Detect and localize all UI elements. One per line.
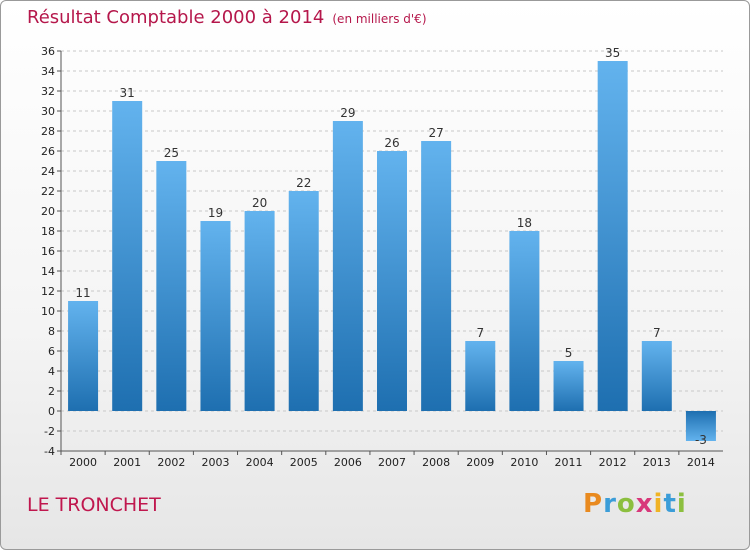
- proxiti-logo: Proxiti: [583, 489, 687, 519]
- data-label-2000: 11: [75, 286, 90, 300]
- y-tick-label: 32: [41, 85, 55, 98]
- x-tick-label: 2001: [113, 456, 141, 469]
- bar-2011: [553, 361, 584, 411]
- bar-2004: [244, 211, 275, 411]
- bar-2014: [685, 411, 716, 441]
- bars: [68, 61, 716, 441]
- x-tick-label: 2006: [334, 456, 362, 469]
- y-tick-label: 0: [48, 405, 55, 418]
- y-tick-label: 20: [41, 205, 55, 218]
- x-tick-label: 2004: [246, 456, 274, 469]
- chart-title: Résultat Comptable 2000 à 2014: [27, 7, 325, 28]
- y-tick-label: 34: [41, 65, 55, 78]
- bar-2005: [288, 191, 319, 411]
- bar-2010: [509, 231, 540, 411]
- axes: -4-2024681012141618202224262830323436200…: [41, 45, 723, 469]
- x-tick-label: 2012: [599, 456, 627, 469]
- data-label-2009: 7: [476, 326, 484, 340]
- data-label-2007: 26: [384, 136, 399, 150]
- bar-2000: [68, 301, 99, 411]
- bar-2009: [465, 341, 496, 411]
- y-tick-label: 24: [41, 165, 55, 178]
- bar-2001: [112, 101, 143, 411]
- y-tick-label: 18: [41, 225, 55, 238]
- y-tick-label: 36: [41, 45, 55, 58]
- data-label-2012: 35: [605, 46, 620, 60]
- x-tick-label: 2007: [378, 456, 406, 469]
- y-tick-label: 26: [41, 145, 55, 158]
- data-label-2001: 31: [120, 86, 135, 100]
- data-label-2004: 20: [252, 196, 267, 210]
- x-tick-label: 2013: [643, 456, 671, 469]
- data-label-2013: 7: [653, 326, 661, 340]
- data-label-2008: 27: [428, 126, 443, 140]
- y-tick-label: 2: [48, 385, 55, 398]
- y-tick-label: 16: [41, 245, 55, 258]
- x-tick-label: 2010: [510, 456, 538, 469]
- y-tick-label: 14: [41, 265, 55, 278]
- data-label-2005: 22: [296, 176, 311, 190]
- bar-2012: [597, 61, 628, 411]
- y-tick-label: 6: [48, 345, 55, 358]
- bar-2002: [156, 161, 187, 411]
- x-tick-label: 2005: [290, 456, 318, 469]
- data-label-2002: 25: [164, 146, 179, 160]
- y-tick-label: 30: [41, 105, 55, 118]
- bar-2006: [332, 121, 363, 411]
- x-tick-label: 2008: [422, 456, 450, 469]
- data-label-2003: 19: [208, 206, 223, 220]
- y-tick-label: 10: [41, 305, 55, 318]
- bar-2003: [200, 221, 231, 411]
- data-labels: 11 31 25 19 20 22 29 26 27 7 18 5 35 7 -3: [75, 46, 706, 447]
- bar-2013: [641, 341, 672, 411]
- chart-unit-note: (en milliers d'€): [332, 12, 427, 26]
- commune-name: LE TRONCHET: [27, 494, 161, 516]
- y-tick-label: -2: [44, 425, 55, 438]
- bar-2007: [377, 151, 407, 411]
- y-tick-label: 8: [48, 325, 55, 338]
- bar-2008: [421, 141, 452, 411]
- data-label-2006: 29: [340, 106, 355, 120]
- y-tick-label: 12: [41, 285, 55, 298]
- x-tick-label: 2002: [157, 456, 185, 469]
- x-tick-label: 2003: [201, 456, 229, 469]
- x-tick-label: 2011: [555, 456, 583, 469]
- x-tick-label: 2014: [687, 456, 715, 469]
- data-label-2014: -3: [695, 433, 707, 447]
- x-tick-label: 2009: [466, 456, 494, 469]
- y-tick-label: 22: [41, 185, 55, 198]
- data-label-2011: 5: [565, 346, 573, 360]
- y-tick-label: 4: [48, 365, 55, 378]
- y-tick-label: -4: [44, 445, 55, 458]
- x-tick-label: 2000: [69, 456, 97, 469]
- chart-title-block: Résultat Comptable 2000 à 2014 (en millie…: [27, 7, 427, 28]
- y-tick-label: 28: [41, 125, 55, 138]
- data-label-2010: 18: [517, 216, 532, 230]
